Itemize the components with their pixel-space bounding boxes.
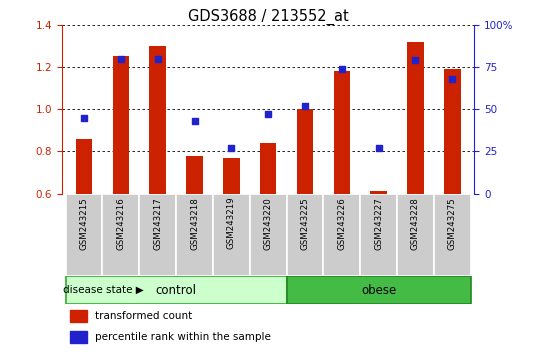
Bar	[287, 194, 323, 275]
Bar	[444, 69, 460, 194]
Text: GSM243218: GSM243218	[190, 197, 199, 250]
Bar	[66, 194, 102, 275]
Text: GSM243227: GSM243227	[374, 197, 383, 250]
Point	[154, 56, 162, 61]
Bar	[360, 194, 397, 275]
Point	[411, 57, 420, 63]
Point	[264, 112, 273, 117]
Text: GSM243228: GSM243228	[411, 197, 420, 250]
Bar	[149, 46, 166, 194]
Text: GSM243226: GSM243226	[337, 197, 346, 250]
Bar	[407, 42, 424, 194]
Text: GSM243275: GSM243275	[448, 197, 457, 250]
Text: GSM243219: GSM243219	[227, 197, 236, 250]
Text: percentile rank within the sample: percentile rank within the sample	[95, 332, 271, 342]
Bar	[397, 194, 434, 275]
Text: GSM243225: GSM243225	[300, 197, 309, 250]
Point	[190, 118, 199, 124]
Bar	[334, 71, 350, 194]
Bar	[113, 56, 129, 194]
Bar	[139, 194, 176, 275]
Bar	[250, 194, 287, 275]
Text: transformed count: transformed count	[95, 312, 192, 321]
Bar	[223, 158, 240, 194]
Bar	[176, 194, 213, 275]
Title: GDS3688 / 213552_at: GDS3688 / 213552_at	[188, 8, 349, 25]
Bar	[213, 194, 250, 275]
Text: obese: obese	[361, 284, 396, 297]
Point	[301, 103, 309, 109]
Text: disease state ▶: disease state ▶	[63, 285, 143, 295]
Bar	[370, 192, 387, 194]
Bar	[296, 109, 313, 194]
Bar	[70, 331, 87, 343]
Text: control: control	[156, 284, 197, 297]
Point	[448, 76, 457, 82]
Bar	[66, 275, 287, 304]
Text: GSM243215: GSM243215	[80, 197, 88, 250]
Bar	[70, 310, 87, 322]
Text: GSM243220: GSM243220	[264, 197, 273, 250]
Point	[80, 115, 88, 120]
Bar	[323, 194, 360, 275]
Point	[337, 66, 346, 72]
Bar	[76, 139, 92, 194]
Point	[374, 145, 383, 151]
Bar	[434, 194, 471, 275]
Text: GSM243216: GSM243216	[116, 197, 126, 250]
Bar	[186, 156, 203, 194]
Point	[227, 145, 236, 151]
Bar	[102, 194, 139, 275]
Bar	[287, 275, 471, 304]
Bar	[260, 143, 277, 194]
Text: GSM243217: GSM243217	[153, 197, 162, 250]
Point	[116, 56, 125, 61]
